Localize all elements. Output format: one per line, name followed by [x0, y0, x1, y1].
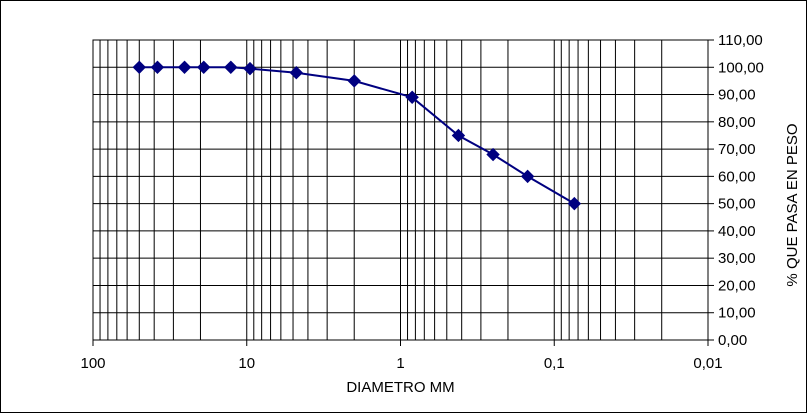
- x-tick-label-4: 0,01: [693, 355, 722, 372]
- data-point-11: [520, 169, 535, 184]
- series-layer: [132, 60, 582, 211]
- y-tick-label-1: 10,00: [718, 305, 756, 322]
- y-tick-label-4: 40,00: [718, 223, 756, 240]
- y-tick-label-5: 50,00: [718, 196, 756, 213]
- y-tick-label-10: 100,00: [718, 59, 764, 76]
- data-point-9: [451, 128, 466, 143]
- y-tick-label-9: 90,00: [718, 87, 756, 104]
- x-tick-label-3: 0,1: [544, 355, 565, 372]
- tick-label-layer: 0,00 10,00 20,00 30,00 40,00 50,00 60,00 70,00 8…: [80, 32, 763, 372]
- data-point-8: [405, 90, 419, 104]
- data-point-6: [289, 66, 304, 80]
- data-point-2: [177, 60, 192, 74]
- data-point-5: [243, 61, 257, 76]
- x-tick-label-1: 10: [238, 355, 255, 372]
- y-tick-label-8: 80,00: [718, 114, 756, 131]
- y-tick-label-0: 0,00: [718, 332, 747, 349]
- y-axis-title: % QUE PASA EN PESO: [784, 123, 801, 286]
- data-point-7: [347, 74, 361, 88]
- x-axis-title: DIAMETRO MM: [346, 379, 454, 396]
- data-point-1: [150, 60, 165, 74]
- data-point-4: [224, 60, 238, 74]
- x-tick-label-0: 100: [80, 355, 105, 372]
- y-tick-label-11: 110,00: [718, 32, 763, 49]
- data-point-12: [567, 196, 582, 211]
- y-tick-label-3: 30,00: [718, 250, 756, 267]
- x-tick-label-2: 1: [396, 355, 404, 372]
- y-tick-label-2: 20,00: [718, 277, 756, 294]
- data-point-0: [132, 60, 146, 74]
- grid-layer: [92, 39, 714, 346]
- series-line-0: [139, 66, 575, 205]
- y-tick-label-6: 60,00: [718, 168, 756, 185]
- y-tick-label-7: 70,00: [718, 141, 756, 158]
- data-point-3: [197, 60, 211, 74]
- data-point-10: [486, 147, 500, 162]
